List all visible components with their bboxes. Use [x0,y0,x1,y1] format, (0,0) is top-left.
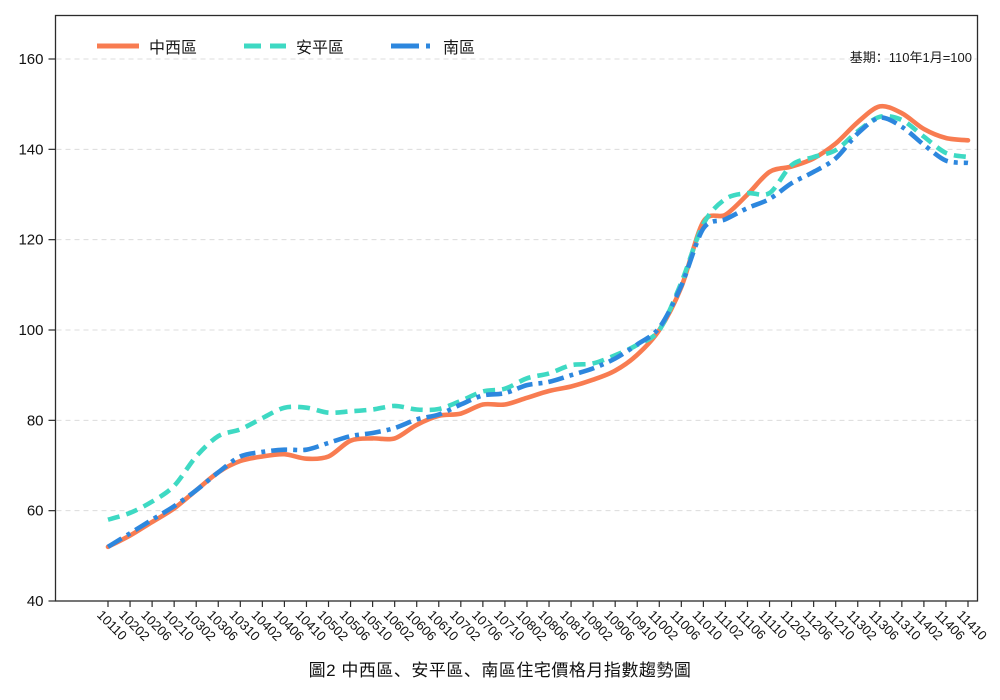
series-line-1 [107,113,969,522]
legend-label: 中西區 [149,40,198,57]
legend-item-anping: 安平區 [243,34,344,58]
chart-title: 圖2 中西區、安平區、南區住宅價格月指數趨勢圖 [308,661,692,680]
legend-label: 安平區 [296,40,345,57]
y-tick-label: 60 [27,503,44,520]
legend-swatch-0 [97,43,139,49]
y-tick-label: 80 [27,412,44,429]
legend-swatch-2 [391,43,434,49]
y-tick-label: 40 [27,593,44,610]
legend-label: 南區 [443,40,476,57]
y-tick-label: 100 [18,322,43,339]
base-period-note: 基期：110年1月=100 [849,50,972,65]
y-tick-label: 120 [18,232,43,249]
series-line-0 [105,103,971,550]
legend: 中西區 安平區 南區 [96,34,475,58]
legend-swatch-1 [244,43,287,49]
legend-item-zhongxi: 中西區 [96,34,197,58]
plot-frame [54,14,979,602]
series-line-2 [106,115,969,549]
legend-item-nan: 南區 [390,34,475,58]
y-tick-label: 140 [18,141,43,158]
y-tick-label: 160 [18,51,43,68]
